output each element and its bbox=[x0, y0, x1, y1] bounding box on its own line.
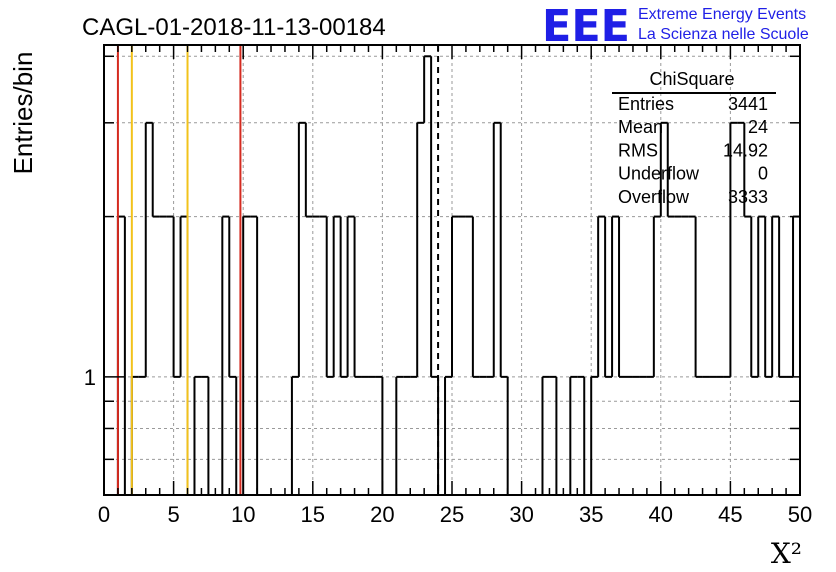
stats-value: 24 bbox=[748, 117, 768, 137]
stats-value: 3333 bbox=[728, 187, 768, 207]
reference-lines bbox=[116, 45, 440, 495]
stats-label: Underflow bbox=[618, 164, 700, 184]
histogram-bins bbox=[104, 55, 801, 496]
x-tick-label: 40 bbox=[649, 502, 673, 527]
stats-label: RMS bbox=[618, 140, 658, 160]
x-tick-label: 35 bbox=[579, 502, 603, 527]
x-ticks: 0 5 10 15 20 25 30 35 40 45 50 bbox=[98, 45, 812, 527]
x-tick-label: 25 bbox=[440, 502, 464, 527]
x-tick-label: 45 bbox=[718, 502, 742, 527]
stats-value: 3441 bbox=[728, 94, 768, 114]
x-tick-label: 20 bbox=[370, 502, 394, 527]
y-tick-label: 1 bbox=[84, 365, 96, 390]
run-title: CAGL-01-2018-11-13-00184 bbox=[82, 14, 386, 41]
y-axis-label: Entries/bin bbox=[8, 52, 38, 175]
stats-label: Overflow bbox=[618, 187, 690, 207]
stats-label: Mean bbox=[618, 117, 663, 137]
stats-box: ChiSquare Entries 3441 Mean 24 RMS 14.92 Under… bbox=[612, 69, 776, 207]
eee-logo: EEE Extreme Energy Events La Scienza nel… bbox=[542, 1, 809, 52]
x-tick-label: 50 bbox=[788, 502, 812, 527]
y-ticks: 1 bbox=[84, 55, 800, 496]
x-tick-label: 15 bbox=[301, 502, 325, 527]
eee-logo-text: EEE bbox=[542, 1, 630, 52]
logo-line-1: Extreme Energy Events bbox=[638, 6, 806, 23]
x-tick-label: 0 bbox=[98, 502, 110, 527]
stats-value: 14.92 bbox=[723, 140, 768, 160]
stats-title: ChiSquare bbox=[649, 69, 734, 89]
x-tick-label: 10 bbox=[231, 502, 255, 527]
stats-label: Entries bbox=[618, 94, 674, 114]
stats-value: 0 bbox=[758, 164, 768, 184]
logo-line-2: La Scienza nelle Scuole bbox=[638, 26, 809, 43]
x-tick-label: 5 bbox=[167, 502, 179, 527]
x-tick-label: 30 bbox=[509, 502, 533, 527]
x-axis-label: X² bbox=[771, 537, 802, 570]
